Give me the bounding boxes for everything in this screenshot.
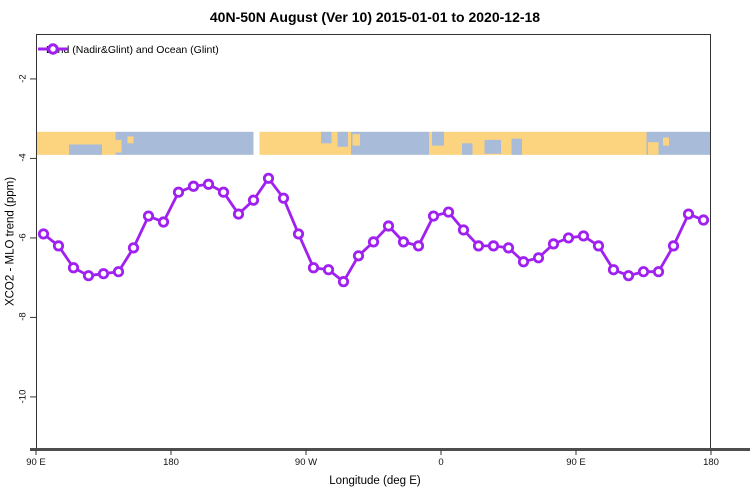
map-band-ocean-segment (115, 131, 254, 155)
data-point-marker (247, 194, 260, 206)
data-point-marker (697, 214, 710, 226)
data-point-marker (577, 230, 590, 242)
data-point-marker (187, 180, 200, 192)
data-point-marker (682, 208, 695, 220)
data-point-marker (517, 256, 530, 268)
data-point-marker (397, 236, 410, 248)
y-tick-label: -4 (17, 153, 29, 163)
map-band-land-patch (112, 139, 122, 153)
data-point-marker (52, 240, 65, 252)
y-tick-label: -2 (17, 74, 29, 83)
y-axis-label: XCO2 - MLO trend (ppm) (4, 176, 17, 307)
data-point-marker (217, 186, 230, 198)
data-point-marker (202, 178, 215, 190)
map-band-ocean-patch (511, 138, 522, 155)
data-point-marker (292, 228, 305, 240)
data-line (42, 176, 705, 284)
data-point-marker (127, 242, 140, 254)
map-band-land-patch (663, 137, 669, 146)
data-point-marker (337, 276, 350, 288)
chart-title: 40N-50N August (Ver 10) 2015-01-01 to 20… (209, 9, 541, 25)
data-point-marker (82, 270, 95, 282)
map-band-land-patch (352, 134, 360, 146)
map-band-land-segment (259, 131, 351, 155)
data-point-marker (307, 262, 320, 274)
legend: Land (Nadir&Glint) and Ocean (Glint) (37, 42, 219, 58)
map-band-land-patch (648, 142, 659, 155)
data-point-marker (37, 228, 50, 240)
data-point-marker (367, 236, 380, 248)
y-tick-label: -10 (17, 389, 29, 404)
map-band-gap-segment (253, 131, 260, 155)
data-point-marker (427, 210, 440, 222)
map-band-ocean-patch (321, 131, 332, 144)
data-point-marker (502, 242, 515, 254)
y-tick-label: -6 (17, 233, 29, 242)
data-point-marker (592, 240, 605, 252)
x-tick-label: 90 E (566, 457, 586, 468)
data-point-marker (652, 266, 665, 278)
map-band-ocean-patch (462, 143, 473, 155)
map-band-ocean-patch (337, 131, 348, 147)
data-point-marker (232, 208, 245, 220)
data-point-marker (352, 250, 365, 262)
data-point-marker (142, 210, 155, 222)
data-point-marker (562, 232, 575, 244)
y-tick-label: -8 (17, 312, 29, 322)
data-point-marker (532, 252, 545, 264)
x-tick-label: 0 (438, 457, 444, 468)
data-point-marker (97, 268, 110, 280)
data-point-marker (487, 240, 500, 252)
map-band-ocean-patch (69, 144, 102, 155)
data-point-marker (172, 186, 185, 198)
x-tick-label: 90 W (294, 457, 318, 468)
data-point-marker (607, 264, 620, 276)
data-point-marker (157, 216, 170, 228)
legend-label: Land (Nadir&Glint) and Ocean (Glint) (46, 44, 219, 56)
map-band-ocean-patch (432, 131, 444, 146)
data-point-marker (472, 240, 485, 252)
data-point-marker (67, 262, 80, 274)
x-axis-label: Longitude (deg E) (329, 475, 421, 487)
data-point-marker (262, 172, 275, 184)
x-tick-label: 180 (163, 457, 179, 468)
x-tick-label: 90 E (26, 457, 46, 468)
data-point-marker (112, 266, 125, 278)
map-band-ocean-patch (484, 139, 501, 154)
map-band-land-patch (127, 136, 134, 144)
data-point-marker (637, 266, 650, 278)
map-band-ocean-segment (351, 131, 429, 155)
legend-line-marker-icon (38, 43, 68, 55)
data-point-marker (667, 240, 680, 252)
x-tick-label: 180 (703, 457, 719, 468)
data-point-marker (412, 240, 425, 252)
map-band-land-segment (429, 131, 647, 155)
data-point-marker (322, 264, 335, 276)
data-point-marker (622, 270, 635, 282)
data-point-marker (442, 206, 455, 218)
map-band-ocean-segment (646, 131, 711, 155)
data-point-marker (547, 238, 560, 250)
data-point-marker (457, 224, 470, 236)
data-point-marker (382, 220, 395, 232)
data-point-marker (277, 192, 290, 204)
